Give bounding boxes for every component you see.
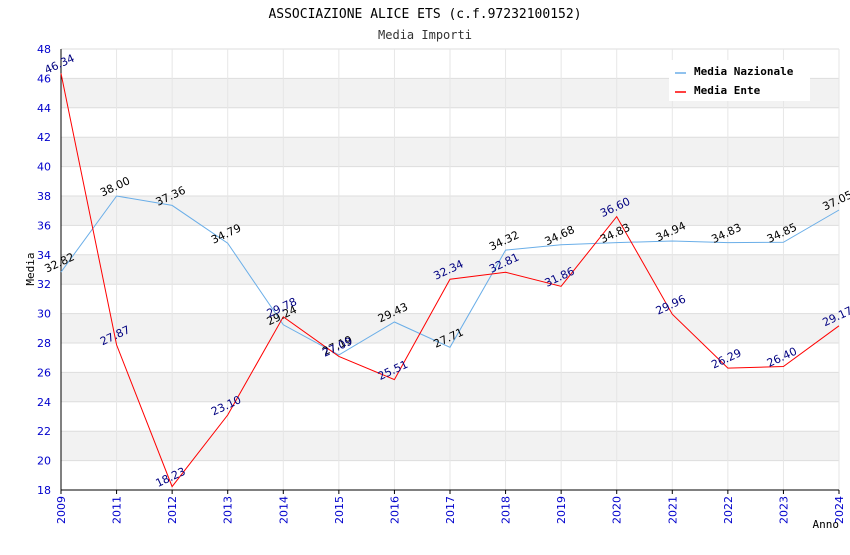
legend-box [669,60,810,101]
x-tick-label: 2013 [222,496,235,524]
y-tick-label: 48 [37,43,51,56]
x-tick-label: 2018 [500,496,513,524]
x-tick-label: 2015 [333,496,346,524]
series-lines [60,73,840,488]
y-tick-label: 20 [37,455,51,468]
x-axis-label: Anno [813,518,840,531]
series-line-nazionale [60,195,840,356]
x-tick-label: 2016 [388,496,401,524]
x-tick-label: 2023 [777,496,790,524]
y-tick-label: 42 [37,131,51,144]
x-tick-label: 2009 [55,496,68,524]
x-tick-label: 2012 [166,496,179,524]
x-tick-label: 2011 [111,496,124,524]
y-tick-label: 46 [37,72,51,85]
legend: Media Nazionale Media Ente [669,60,810,101]
y-tick-label: 32 [37,278,51,291]
chart-subtitle: Media Importi [378,28,472,42]
x-tick-label: 2017 [444,496,457,524]
y-tick-label: 38 [37,190,51,203]
y-tick-label: 30 [37,308,51,321]
legend-label-nazionale: Media Nazionale [694,65,794,78]
series-line-ente [60,73,840,488]
x-tick-label: 2014 [277,496,290,524]
x-tick-label: 2019 [555,496,568,524]
legend-label-ente: Media Ente [694,84,761,97]
y-tick-label: 26 [37,366,51,379]
y-tick-label: 40 [37,161,51,174]
x-tick-label: 2024 [833,496,846,524]
y-tick-label: 28 [37,337,51,350]
x-tick-label: 2020 [611,496,624,524]
y-axis-label: Media [24,252,37,285]
y-tick-label: 18 [37,484,51,497]
x-tick-label: 2022 [722,496,735,524]
y-tick-label: 22 [37,425,51,438]
y-tick-label: 24 [37,396,51,409]
chart-title: ASSOCIAZIONE ALICE ETS (c.f.97232100152) [268,7,581,22]
y-tick-label: 44 [37,102,51,115]
y-tick-label: 34 [37,249,51,262]
y-tick-label: 36 [37,219,51,232]
x-tick-label: 2021 [666,496,679,524]
